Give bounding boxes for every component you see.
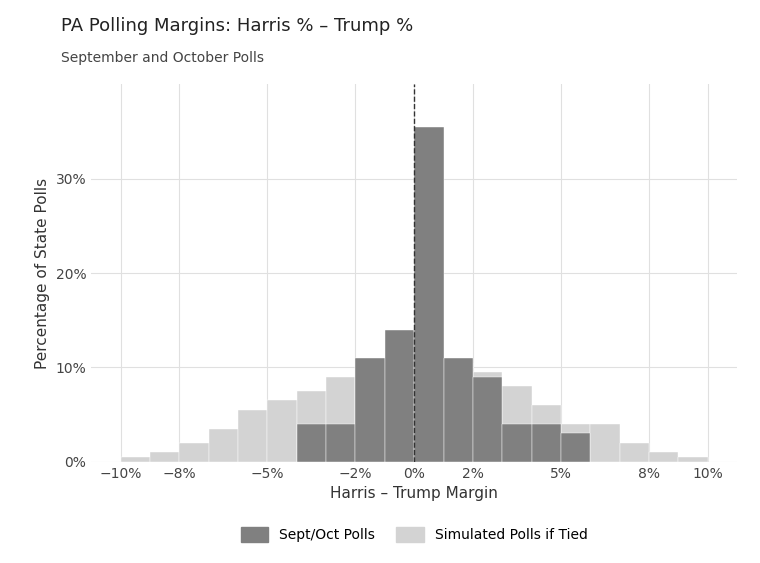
X-axis label: Harris – Trump Margin: Harris – Trump Margin — [331, 486, 498, 501]
Bar — [444, 363, 473, 462]
Bar — [296, 424, 326, 462]
Legend: Sept/Oct Polls, Simulated Polls if Tied: Sept/Oct Polls, Simulated Polls if Tied — [233, 520, 595, 549]
Bar — [268, 400, 296, 462]
Bar — [473, 372, 502, 462]
Text: September and October Polls: September and October Polls — [61, 51, 264, 65]
Bar — [121, 457, 150, 462]
Bar — [561, 434, 591, 462]
Bar — [532, 405, 561, 462]
Bar — [502, 424, 532, 462]
Bar — [444, 358, 473, 462]
Bar — [209, 428, 238, 462]
Bar — [385, 363, 414, 462]
Bar — [473, 377, 502, 462]
Y-axis label: Percentage of State Polls: Percentage of State Polls — [35, 177, 50, 369]
Bar — [179, 443, 209, 462]
Bar — [356, 358, 385, 462]
Bar — [296, 391, 326, 462]
Bar — [649, 452, 679, 462]
Bar — [591, 424, 619, 462]
Bar — [619, 443, 649, 462]
Bar — [561, 424, 591, 462]
Bar — [326, 424, 356, 462]
Bar — [502, 386, 532, 462]
Bar — [679, 457, 708, 462]
Bar — [356, 367, 385, 462]
Bar — [532, 424, 561, 462]
Bar — [385, 329, 414, 462]
Bar — [238, 410, 268, 462]
Bar — [414, 363, 444, 462]
Bar — [150, 452, 179, 462]
Bar — [414, 127, 444, 462]
Bar — [326, 377, 356, 462]
Text: PA Polling Margins: Harris % – Trump %: PA Polling Margins: Harris % – Trump % — [61, 17, 413, 35]
